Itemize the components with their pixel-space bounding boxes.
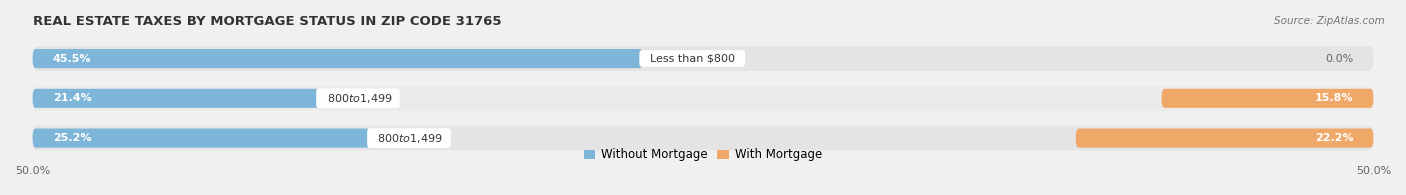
Text: $800 to $1,499: $800 to $1,499 bbox=[319, 92, 396, 105]
Text: 21.4%: 21.4% bbox=[53, 93, 91, 103]
Text: 45.5%: 45.5% bbox=[53, 54, 91, 64]
FancyBboxPatch shape bbox=[32, 86, 1374, 111]
Text: Less than $800: Less than $800 bbox=[643, 54, 742, 64]
Text: REAL ESTATE TAXES BY MORTGAGE STATUS IN ZIP CODE 31765: REAL ESTATE TAXES BY MORTGAGE STATUS IN … bbox=[32, 15, 501, 28]
FancyBboxPatch shape bbox=[32, 129, 371, 148]
Legend: Without Mortgage, With Mortgage: Without Mortgage, With Mortgage bbox=[579, 144, 827, 166]
Text: 0.0%: 0.0% bbox=[1324, 54, 1353, 64]
FancyBboxPatch shape bbox=[1161, 89, 1374, 108]
FancyBboxPatch shape bbox=[1076, 129, 1374, 148]
FancyBboxPatch shape bbox=[32, 126, 1374, 150]
Text: 25.2%: 25.2% bbox=[53, 133, 91, 143]
FancyBboxPatch shape bbox=[32, 89, 319, 108]
Text: 15.8%: 15.8% bbox=[1315, 93, 1353, 103]
FancyBboxPatch shape bbox=[32, 46, 1374, 71]
FancyBboxPatch shape bbox=[32, 49, 643, 68]
Text: $800 to $1,499: $800 to $1,499 bbox=[371, 132, 447, 144]
Text: Source: ZipAtlas.com: Source: ZipAtlas.com bbox=[1274, 16, 1385, 26]
Text: 22.2%: 22.2% bbox=[1315, 133, 1353, 143]
